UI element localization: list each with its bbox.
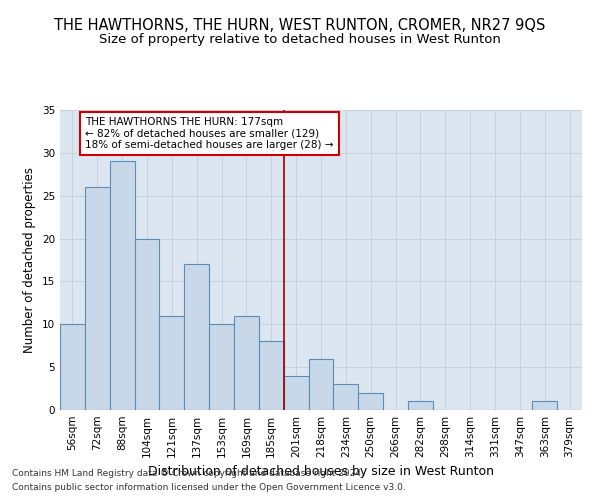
Text: Contains HM Land Registry data © Crown copyright and database right 2024.: Contains HM Land Registry data © Crown c… (12, 468, 364, 477)
Bar (110, 162, 134, 410)
Bar (234, 316, 259, 410)
Bar (60, 324, 85, 410)
Bar (408, 402, 433, 410)
Bar (308, 358, 334, 410)
Bar (184, 264, 209, 410)
Text: THE HAWTHORNS THE HURN: 177sqm
← 82% of detached houses are smaller (129)
18% of: THE HAWTHORNS THE HURN: 177sqm ← 82% of … (85, 117, 334, 150)
Bar (358, 393, 383, 410)
Text: Contains public sector information licensed under the Open Government Licence v3: Contains public sector information licen… (12, 484, 406, 492)
Bar (85, 187, 110, 410)
Bar (284, 376, 308, 410)
Bar (334, 384, 358, 410)
Bar (160, 316, 184, 410)
Bar (532, 402, 557, 410)
X-axis label: Distribution of detached houses by size in West Runton: Distribution of detached houses by size … (148, 466, 494, 478)
Bar (259, 342, 284, 410)
Bar (209, 324, 234, 410)
Text: Size of property relative to detached houses in West Runton: Size of property relative to detached ho… (99, 32, 501, 46)
Bar (134, 238, 160, 410)
Text: THE HAWTHORNS, THE HURN, WEST RUNTON, CROMER, NR27 9QS: THE HAWTHORNS, THE HURN, WEST RUNTON, CR… (55, 18, 545, 32)
Y-axis label: Number of detached properties: Number of detached properties (23, 167, 37, 353)
